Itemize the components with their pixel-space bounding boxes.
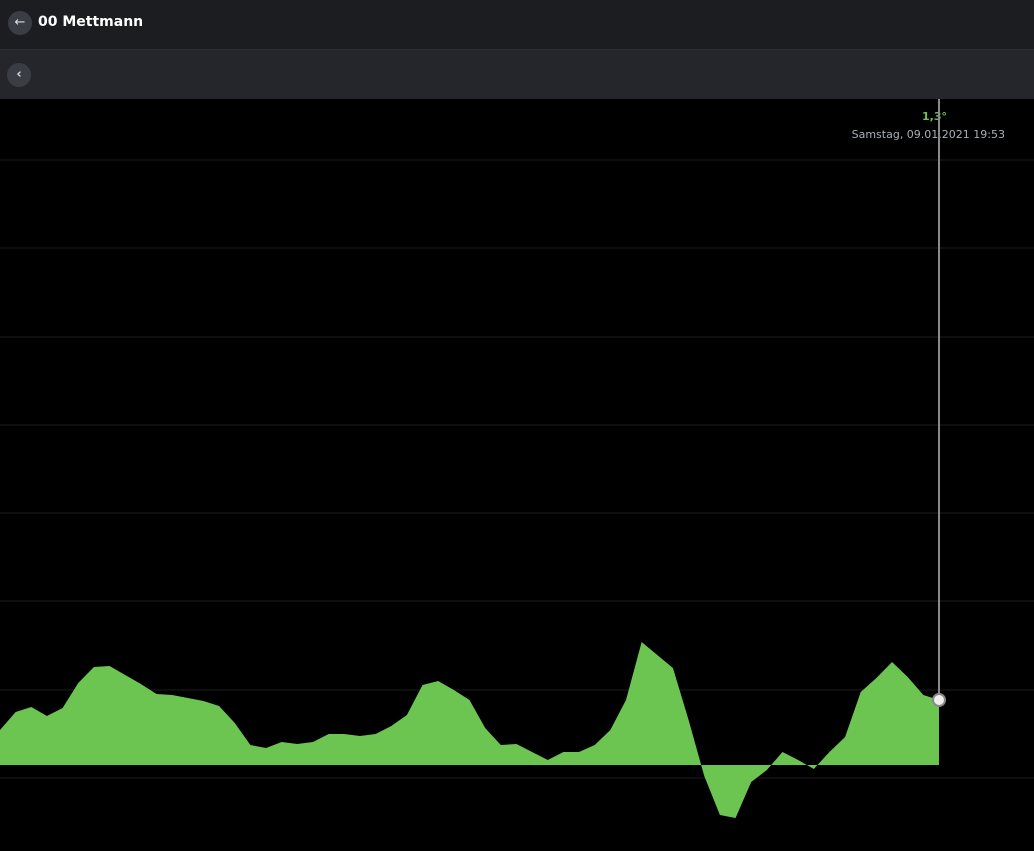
chart <box>0 99 1034 818</box>
cursor-dot <box>932 693 946 707</box>
cursor-date: Samstag, 09.01.2021 19:53 <box>851 128 1005 141</box>
area <box>0 642 939 818</box>
title: 00 Mettmann <box>38 14 144 30</box>
cursor-value: 1,3° <box>922 110 947 123</box>
prev-button[interactable]: ‹ <box>7 63 31 87</box>
top-bar: ← 00 Mettmann <box>0 0 1034 50</box>
back-button[interactable]: ← <box>8 11 32 35</box>
sub-bar: ‹ 1,3° Samstag, 09.01.2021 19:53 <box>0 50 1034 141</box>
